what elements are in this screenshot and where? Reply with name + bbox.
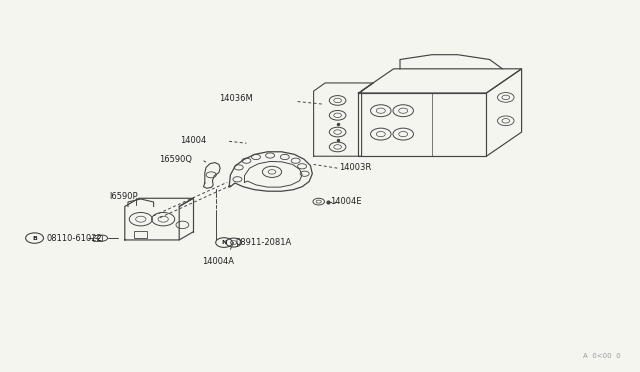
- Text: 14003R: 14003R: [339, 163, 371, 172]
- Text: 14036M: 14036M: [219, 94, 253, 103]
- Bar: [358, 93, 486, 156]
- Text: 14004: 14004: [180, 136, 207, 145]
- Bar: [93, 235, 102, 241]
- Bar: [134, 231, 147, 238]
- Text: 08110-61022: 08110-61022: [46, 234, 102, 243]
- Text: l6590P: l6590P: [109, 192, 138, 201]
- Text: 14004E: 14004E: [330, 197, 361, 206]
- Text: 14004A: 14004A: [202, 257, 234, 266]
- Text: A  0<00  0: A 0<00 0: [583, 353, 621, 359]
- Text: N: N: [221, 240, 227, 245]
- Text: 16590Q: 16590Q: [159, 155, 192, 164]
- Text: 08911-2081A: 08911-2081A: [236, 238, 292, 247]
- Text: B: B: [32, 235, 37, 241]
